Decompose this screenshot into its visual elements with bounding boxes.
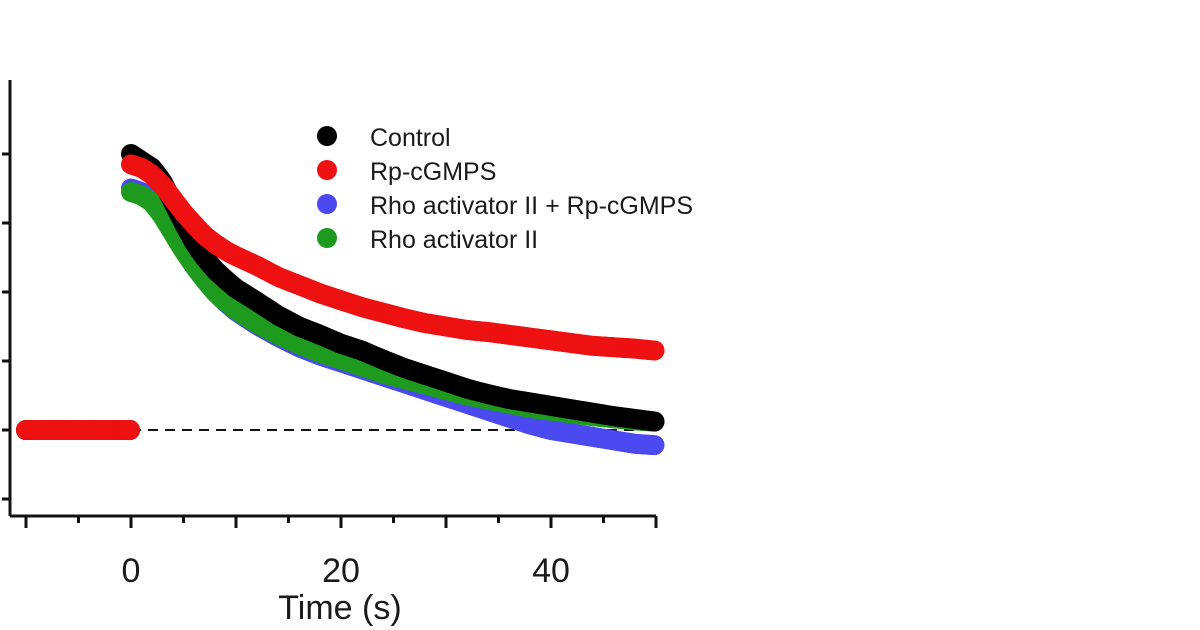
legend-marker-3 [317, 228, 337, 248]
x-tick-label-2: 40 [532, 552, 570, 590]
x-axis-title: Time (s) [278, 589, 401, 627]
series-1-baseline-point [119, 420, 140, 440]
series-1-point [644, 340, 665, 361]
legend-marker-0 [317, 126, 337, 146]
legend-label-2: Rho activator II + Rp-cGMPS [370, 192, 693, 220]
legend-marker-1 [317, 160, 337, 180]
legend-marker-2 [317, 194, 337, 214]
x-ticks [24, 516, 658, 528]
legend-label-0: Control [370, 124, 451, 152]
x-tick-labels: 0 20 40 [122, 552, 570, 590]
x-tick-label-1: 20 [322, 552, 360, 590]
chart-axes: 0 20 40 Time (s) [2, 80, 658, 627]
legend: Control Rp-cGMPS Rho activator II + Rp-cGM… [317, 124, 693, 254]
series-1 [16, 154, 665, 440]
y-ticks [2, 152, 10, 501]
x-tick-label-0: 0 [122, 552, 141, 590]
legend-label-3: Rho activator II [370, 226, 538, 254]
series-2-point [644, 435, 665, 456]
series-layer [16, 144, 665, 456]
legend-label-1: Rp-cGMPS [370, 158, 496, 186]
series-0-point [644, 411, 665, 432]
